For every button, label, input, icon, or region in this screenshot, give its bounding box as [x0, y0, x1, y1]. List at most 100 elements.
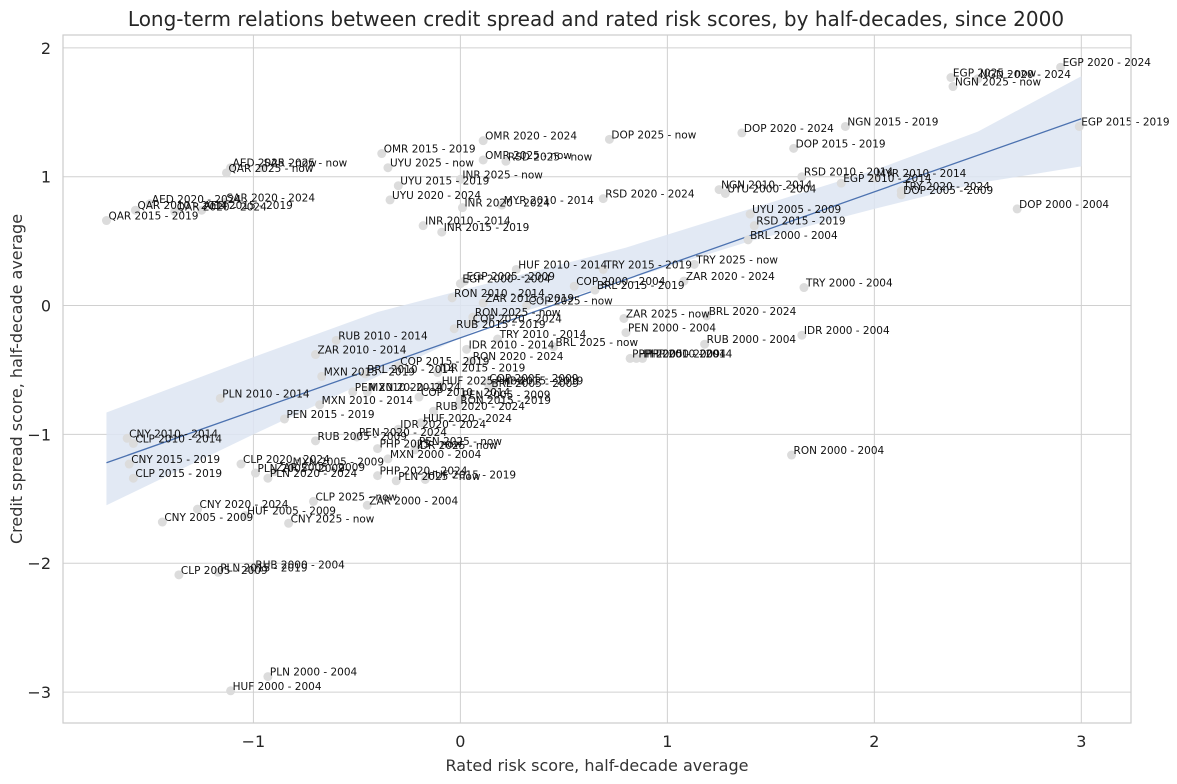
point-rsd-2020-2024 — [598, 194, 608, 204]
point-pen-2020-2024 — [352, 432, 362, 442]
label-huf-2015-2019: HUF 2015 - 2019 — [427, 469, 516, 481]
point-ngn-2020-2024 — [973, 74, 983, 84]
label-rsd-2015-2019: RSD 2015 - 2019 — [756, 216, 845, 228]
label-aed-2025-now: AED 2025 - now — [233, 158, 318, 170]
label-cop-2005-2009: COP 2005 - 2009 — [489, 373, 578, 385]
point-php-2015-2019 — [489, 380, 499, 390]
label-inr-2025-now: INR 2025 - now — [462, 169, 543, 181]
label-try-2010-2014: TRY 2010 - 2014 — [499, 329, 587, 341]
point-pln-2010-2014 — [215, 393, 225, 403]
label-rub-2000-2004: RUB 2000 - 2004 — [255, 560, 345, 572]
point-mxn-2000-2004 — [383, 454, 393, 464]
label-pen-2005-2009: PEN 2005 - 2009 — [462, 390, 550, 402]
point-zar-2010-2014 — [311, 350, 321, 360]
label-ron-2000-2004: RON 2000 - 2004 — [794, 445, 885, 457]
label-cny-2005-2009: CNY 2005 - 2009 — [164, 512, 253, 524]
label-pln-2025-now: PLN 2025 - now — [398, 471, 481, 483]
label-egp-2000-2004: EGP 2000 - 2004 — [462, 274, 551, 286]
point-cny-2015-2019 — [124, 459, 134, 469]
point-try-2025-now — [689, 259, 699, 269]
y-axis-label: Credit spread score, half-decade average — [7, 214, 26, 544]
point-cop-2000-2004 — [569, 281, 579, 291]
point-zar-2020-2024 — [679, 276, 689, 286]
label-egp-2005-2009: EGP 2005 - 2009 — [467, 271, 555, 283]
point-clp-2020-2024 — [236, 459, 246, 469]
point-huf-2015-2019 — [420, 474, 430, 484]
label-mxn-2000-2004: MXN 2000 - 2004 — [390, 449, 482, 461]
point-ron-2015-2019 — [453, 400, 463, 410]
label-pln-2015-2019: PLN 2015 - 2019 — [220, 562, 307, 574]
point-sar-2025-now — [257, 163, 267, 173]
point-uyu-2025-now — [383, 163, 393, 173]
label-uyu-2020-2024: UYU 2020 - 2024 — [392, 190, 481, 202]
label-pen-2015-2019: PEN 2015 - 2019 — [286, 409, 374, 421]
label-dop-2020-2024: DOP 2020 - 2024 — [744, 123, 834, 135]
point-zar-2025-now — [619, 313, 629, 323]
label-zar-2015-2019: ZAR 2015 - 2019 — [485, 293, 574, 305]
point-dop-2015-2019 — [789, 143, 799, 153]
label-egp-2025-now: EGP 2025 - now — [953, 68, 1037, 80]
label-rsd-2025-now: RSD 2025 - now — [508, 151, 593, 163]
point-egp-2025-now — [946, 73, 956, 83]
label-ron-2020-2024: RON 2020 - 2024 — [473, 351, 564, 363]
label-cny-2015-2019: CNY 2015 - 2019 — [131, 454, 220, 466]
point-dop-2000-2004 — [1012, 204, 1022, 214]
point-huf-2020-2024 — [416, 418, 426, 428]
point-zar-2015-2019 — [478, 298, 488, 308]
point-mxn-2010-2014 — [315, 400, 325, 410]
label-huf-2000-2004: HUF 2000 - 2004 — [233, 681, 322, 693]
label-pln-2010-2014: PLN 2010 - 2014 — [222, 388, 310, 400]
point-uyu-2000-2004 — [720, 188, 730, 198]
label-zar-2005-2009: ZAR 2005 - 2009 — [276, 462, 365, 474]
label-zar-2020-2024: ZAR 2020 - 2024 — [686, 271, 775, 283]
point-try-2000-2004 — [799, 283, 809, 293]
label-ngn-2020-2024: NGN 2020 - 2024 — [980, 69, 1071, 81]
label-rub-2015-2019: RUB 2015 - 2019 — [456, 319, 545, 331]
label-egp-2020-2024: EGP 2020 - 2024 — [1063, 57, 1152, 69]
y-tick-label: −3 — [27, 683, 51, 702]
label-pen-2025-now: PEN 2025 - now — [419, 436, 502, 448]
point-ron-2000-2004 — [787, 450, 797, 460]
point-dop-2025-now — [604, 134, 614, 144]
point-cny-2025-now — [284, 518, 294, 528]
label-huf-2020-2024: HUF 2020 - 2024 — [423, 413, 512, 425]
point-brl-2010-2014 — [360, 369, 370, 379]
point-omr-2025-now — [478, 155, 488, 165]
y-tick-label: −1 — [27, 425, 51, 444]
label-brl-2020-2024: BRL 2020 - 2024 — [709, 306, 797, 318]
label-myr-2010-2014: MYR 2010 - 2014 — [504, 195, 594, 207]
label-idr-2020-2024: IDR 2020 - 2024 — [400, 419, 486, 431]
label-brl-2015-2019: BRL 2015 - 2019 — [597, 280, 685, 292]
point-clp-2015-2019 — [128, 473, 138, 483]
label-rsd-2010-2014: RSD 2010 - 2014 — [804, 167, 894, 179]
point-rub-2010-2014 — [331, 335, 341, 345]
label-mxn-2005-2009: MXN 2005 - 2009 — [293, 457, 384, 469]
point-egp-2020-2024 — [1056, 62, 1066, 72]
point-pln-2025-now — [391, 476, 401, 486]
label-uyu-2000-2004: UYU 2000 - 2004 — [727, 183, 816, 195]
point-mxn-2015-2019 — [317, 371, 327, 381]
x-tick-label: 1 — [662, 732, 672, 751]
data-points — [101, 62, 1084, 696]
label-rub-2020-2024: RUB 2020 - 2024 — [435, 401, 525, 413]
label-brl-2000-2004: BRL 2000 - 2004 — [750, 230, 838, 242]
point-aed-2015-2019 — [197, 205, 207, 215]
label-cop-2025-now: COP 2025 - now — [529, 296, 614, 308]
label-qar-2010-2014: QAR 2010 - 2014 — [137, 200, 227, 212]
label-try-2020-2024: TRY 2020 - 2024 — [902, 181, 990, 193]
label-brl-2010-2014: BRL 2010 - 2014 — [367, 364, 455, 376]
point-rub-2015-2019 — [449, 324, 459, 334]
label-try-2000-2004: TRY 2000 - 2004 — [805, 278, 893, 290]
point-rsd-2010-2014 — [797, 172, 807, 182]
point-aed-2020-2024 — [145, 199, 155, 209]
label-uyu-2015-2019: UYU 2015 - 2019 — [400, 176, 489, 188]
point-php-2000-2004 — [631, 353, 641, 363]
x-tick-labels: −1 0 1 2 3 — [242, 732, 1087, 751]
label-rub-2005-2009: RUB 2005 - 2009 — [318, 431, 407, 443]
point-pen-2015-2019 — [279, 414, 289, 424]
point-zar-2000-2004 — [362, 500, 372, 510]
label-cny-2025-now: CNY 2025 - now — [291, 513, 375, 525]
label-cny-2010-2014: CNY 2010 - 2014 — [129, 428, 218, 440]
point-omr-2020-2024 — [478, 136, 488, 146]
label-sar-2025-now: SAR 2025 - now — [264, 158, 348, 170]
